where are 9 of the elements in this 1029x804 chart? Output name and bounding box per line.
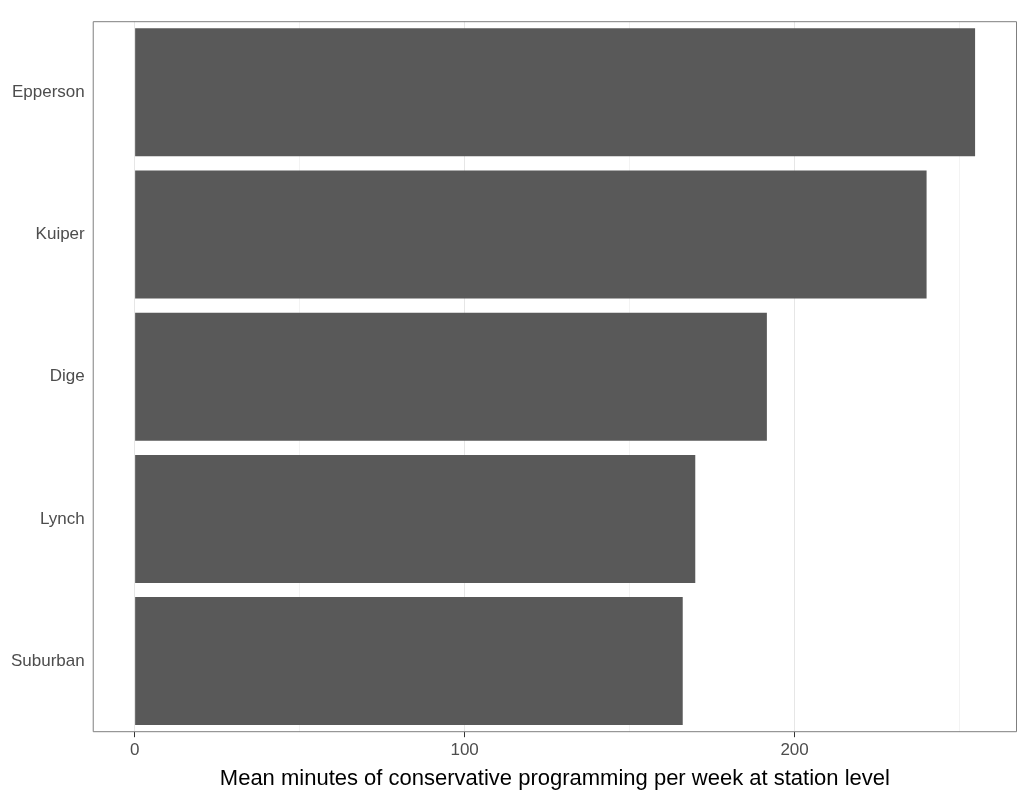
x-tick-label: 0 <box>129 740 140 760</box>
y-tick-label: Suburban <box>10 650 85 670</box>
x-tick-label: 200 <box>780 740 809 760</box>
x-tick-label: 100 <box>450 740 479 760</box>
y-tick-label: Kuiper <box>35 224 86 244</box>
y-tick-label: Lynch <box>39 508 85 528</box>
y-tick-label: Epperson <box>11 81 85 101</box>
y-tick-label: Dige <box>49 366 85 386</box>
x-axis-title: Mean minutes of conservative programming per week at station level <box>219 764 890 790</box>
